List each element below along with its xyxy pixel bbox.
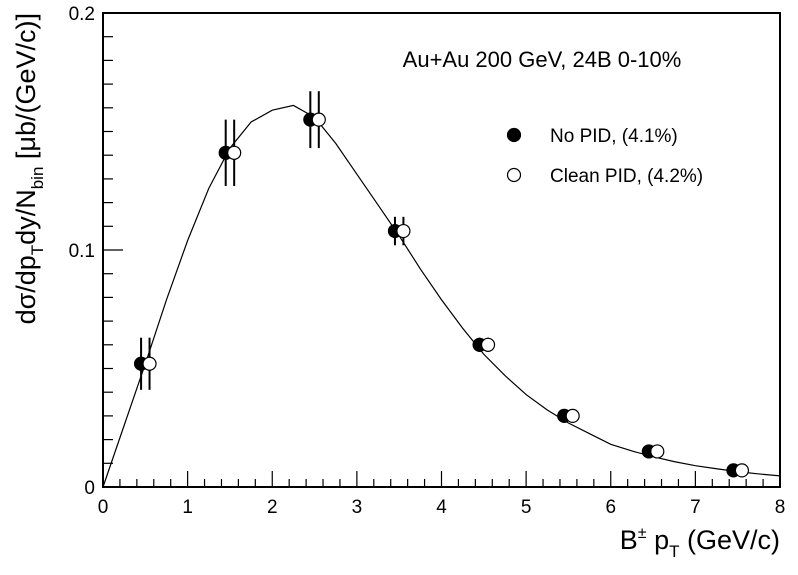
x-tick-label: 0 (98, 497, 109, 518)
data-point-clean-pid (396, 223, 411, 239)
y-tick-label: 0 (84, 478, 95, 499)
data-marks (133, 91, 750, 478)
annotation-label: Au+Au 200 GeV, 24B 0-10% (403, 47, 682, 72)
data-point-clean-pid (311, 112, 326, 127)
data-point-clean-pid (650, 444, 665, 459)
x-tick-label: 2 (267, 497, 278, 518)
y-title-part2: dy/N (11, 189, 41, 245)
legend-label-clean-pid: Clean PID, (4.2%) (550, 166, 703, 187)
x-tick-label: 1 (182, 497, 193, 518)
y-title-sub2: bin (28, 167, 47, 190)
data-point-clean-pid (565, 408, 580, 423)
x-axis-title: B± pT (GeV/c) (620, 525, 780, 561)
y-tick-label: 0.1 (69, 241, 95, 262)
x-title-sup: ± (638, 525, 647, 542)
legend: No PID, (4.1%) Clean PID, (4.2%) (506, 126, 703, 187)
legend-marker-clean-pid (506, 167, 522, 183)
y-title-part3: [μb/(GeV/c)] (11, 13, 41, 167)
x-title-main: B (620, 525, 638, 555)
data-point-clean-pid (142, 356, 157, 371)
x-tick-label: 8 (775, 497, 786, 518)
x-title-sub: T (669, 542, 679, 561)
x-tick-label: 4 (436, 497, 447, 518)
x-tick-label: 7 (690, 497, 701, 518)
data-point-clean-pid (227, 145, 242, 160)
legend-label-no-pid: No PID, (4.1%) (550, 126, 678, 147)
x-tick-labels: 0 1 2 3 4 5 6 7 8 (98, 497, 786, 518)
x-tick-label: 5 (521, 497, 532, 518)
x-tick-label: 6 (605, 497, 616, 518)
axis-ticks (102, 12, 781, 488)
x-title-tail: (GeV/c) (679, 525, 780, 555)
data-point-clean-pid (734, 463, 750, 478)
fit-curve (102, 104, 781, 488)
x-title-mid: p (647, 525, 670, 555)
y-axis-title: dσ/dpTdy/Nbin [μb/(GeV/c)] (11, 13, 47, 324)
y-tick-label: 0.2 (69, 4, 95, 25)
y-tick-labels: 0 0.1 0.2 (69, 4, 95, 499)
y-title-part1: dσ/dp (11, 255, 41, 324)
legend-marker-no-pid (506, 127, 522, 143)
data-point-clean-pid (480, 337, 496, 352)
x-tick-label: 3 (352, 497, 363, 518)
y-title-sub1: T (28, 245, 47, 255)
